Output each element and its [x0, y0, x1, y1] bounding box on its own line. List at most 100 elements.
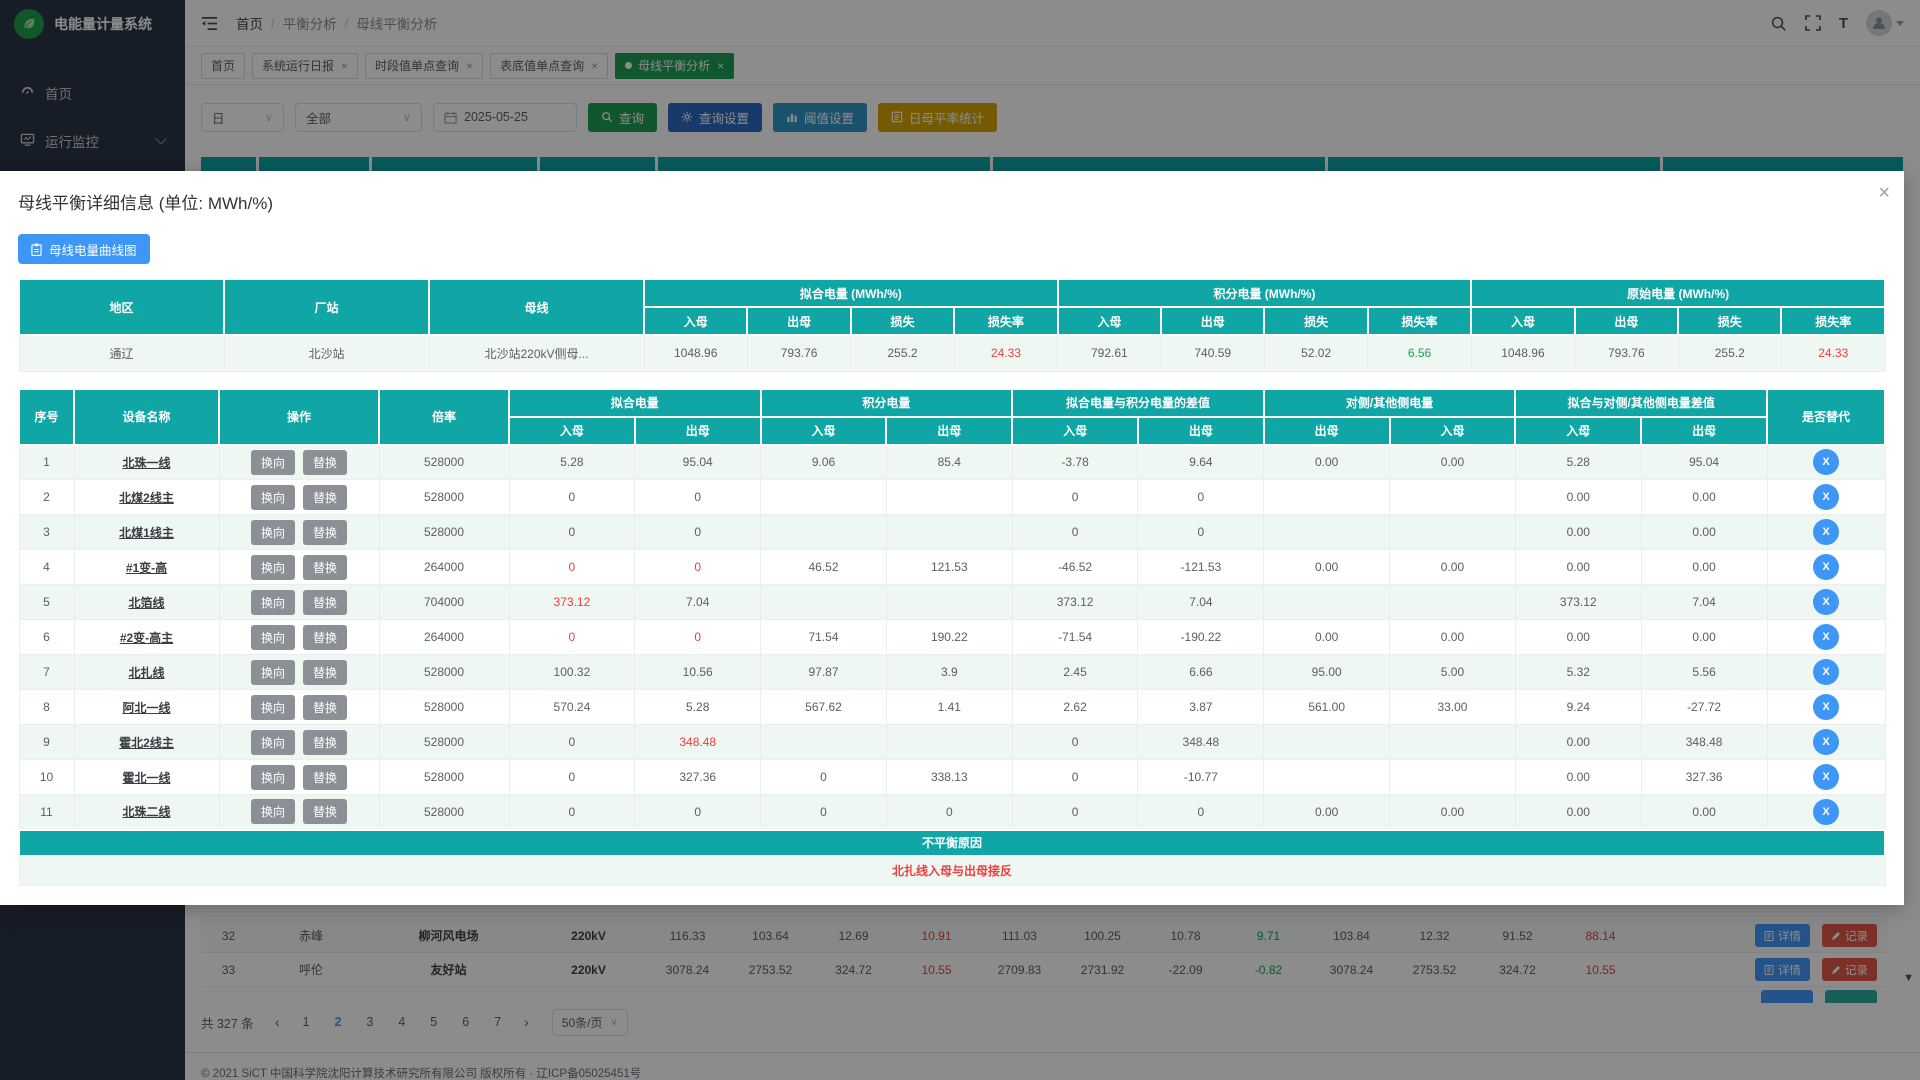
- remove-substitute-button[interactable]: X: [1813, 694, 1839, 720]
- device-link[interactable]: 阿北一线: [122, 700, 171, 715]
- tab-首页[interactable]: 首页: [201, 52, 246, 79]
- tab-系统运行日报[interactable]: 系统运行日报 ×: [252, 52, 359, 79]
- scroll-down-icon[interactable]: ▼: [1903, 972, 1914, 984]
- detail-button[interactable]: 详情: [1755, 924, 1810, 947]
- background-cell: 10.55: [1585, 962, 1616, 977]
- remove-substitute-button[interactable]: X: [1813, 484, 1839, 510]
- page-button-1[interactable]: 1: [302, 1015, 310, 1029]
- reverse-button[interactable]: 换向: [250, 729, 295, 755]
- device-link[interactable]: 霍北2线主: [119, 735, 174, 750]
- reverse-button[interactable]: 换向: [250, 624, 295, 650]
- reverse-button[interactable]: 换向: [250, 484, 295, 510]
- background-cell: 91.52: [1502, 928, 1533, 943]
- user-menu[interactable]: [1866, 10, 1904, 36]
- reverse-button[interactable]: 换向: [250, 764, 295, 790]
- tab-close-icon[interactable]: ×: [341, 58, 349, 73]
- replace-button[interactable]: 替换: [303, 554, 348, 580]
- document-icon: [1764, 964, 1774, 975]
- sidebar-item-monitor[interactable]: 运行监控: [0, 117, 185, 165]
- remove-substitute-button[interactable]: X: [1813, 554, 1839, 580]
- partial-record-button[interactable]: [1825, 990, 1877, 1003]
- next-page-button[interactable]: ›: [524, 1014, 529, 1030]
- replace-button[interactable]: 替换: [303, 729, 348, 755]
- partial-detail-button[interactable]: [1761, 990, 1813, 1003]
- page-size-select[interactable]: 50条/页 ∨: [551, 1008, 628, 1036]
- period-select[interactable]: 日 ∨: [201, 102, 284, 132]
- daily-balance-stats-button[interactable]: 日母平率统计: [878, 102, 998, 132]
- breadcrumb-item[interactable]: 平衡分析: [282, 17, 337, 32]
- replace-button[interactable]: 替换: [303, 659, 348, 685]
- reverse-button[interactable]: 换向: [250, 659, 295, 685]
- background-cell: 33: [221, 962, 236, 977]
- replace-button[interactable]: 替换: [303, 624, 348, 650]
- collapse-menu-icon[interactable]: [201, 16, 218, 31]
- threshold-settings-button[interactable]: 阈值设置: [773, 102, 868, 132]
- bus-curve-chart-button[interactable]: 母线电量曲线图: [18, 234, 150, 264]
- remove-substitute-button[interactable]: X: [1813, 659, 1839, 685]
- tab-close-icon[interactable]: ×: [591, 58, 599, 73]
- device-link[interactable]: 北箔线: [128, 595, 165, 610]
- replace-button[interactable]: 替换: [303, 799, 348, 825]
- remove-substitute-button[interactable]: X: [1813, 729, 1839, 755]
- pagination: 共 327 条 ‹ 1 2 3 4 5 6 7 › 50条/页 ∨: [201, 1006, 628, 1038]
- breadcrumb-item[interactable]: 首页: [236, 17, 263, 32]
- reverse-button[interactable]: 换向: [250, 694, 295, 720]
- sidebar-item-home[interactable]: 首页: [0, 69, 185, 117]
- remove-substitute-button[interactable]: X: [1813, 624, 1839, 650]
- device-link[interactable]: 北煤2线主: [119, 490, 174, 505]
- detail-value-cell: 0.00: [1514, 479, 1642, 515]
- page-button-5[interactable]: 5: [430, 1015, 438, 1029]
- remove-substitute-button[interactable]: X: [1813, 764, 1839, 790]
- remove-substitute-button[interactable]: X: [1813, 798, 1839, 825]
- query-button[interactable]: 查询: [588, 102, 658, 132]
- detail-value-cell: 5.32: [1514, 654, 1642, 690]
- detail-value-cell: 71.54: [760, 619, 887, 655]
- close-icon[interactable]: ×: [1878, 182, 1890, 204]
- prev-page-button[interactable]: ‹: [274, 1014, 280, 1030]
- device-link[interactable]: 北珠一线: [122, 455, 171, 470]
- reverse-button[interactable]: 换向: [250, 554, 295, 580]
- device-link[interactable]: 霍北一线: [122, 770, 171, 785]
- detail-value-cell: [885, 479, 1013, 515]
- replace-button[interactable]: 替换: [303, 764, 348, 790]
- device-link[interactable]: #2变-高主: [119, 630, 174, 645]
- scope-select[interactable]: 全部 ∨: [295, 102, 422, 132]
- replace-button[interactable]: 替换: [303, 449, 348, 475]
- record-button[interactable]: 记录: [1822, 958, 1877, 981]
- page-button-6[interactable]: 6: [462, 1015, 470, 1029]
- tab-表底值单点查询[interactable]: 表底值单点查询 ×: [490, 52, 609, 79]
- page-button-2[interactable]: 2: [334, 1015, 342, 1029]
- device-link[interactable]: 北煤1线主: [119, 525, 174, 540]
- tab-close-icon[interactable]: ×: [717, 58, 725, 73]
- search-icon[interactable]: [1770, 15, 1787, 32]
- reverse-button[interactable]: 换向: [250, 519, 295, 545]
- remove-substitute-button[interactable]: X: [1813, 589, 1839, 615]
- device-link[interactable]: #1变-高: [125, 560, 168, 575]
- page-button-3[interactable]: 3: [366, 1015, 374, 1029]
- page-button-4[interactable]: 4: [398, 1015, 406, 1029]
- tab-close-icon[interactable]: ×: [466, 58, 474, 73]
- reverse-button[interactable]: 换向: [250, 449, 295, 475]
- breadcrumb-item[interactable]: 母线平衡分析: [356, 17, 438, 32]
- query-settings-button[interactable]: 查询设置: [668, 102, 763, 132]
- tab-母线平衡分析[interactable]: 母线平衡分析 ×: [615, 52, 735, 79]
- replace-button[interactable]: 替换: [303, 589, 348, 615]
- font-size-icon[interactable]: T: [1838, 14, 1848, 32]
- replace-button[interactable]: 替换: [303, 484, 348, 510]
- remove-substitute-button[interactable]: X: [1813, 449, 1839, 476]
- detail-value-cell: 0: [508, 724, 636, 760]
- detail-button[interactable]: 详情: [1755, 958, 1810, 981]
- ratio-cell: 528000: [378, 654, 510, 690]
- date-picker[interactable]: 2025-05-25: [433, 102, 577, 132]
- replace-button[interactable]: 替换: [303, 694, 348, 720]
- fullscreen-icon[interactable]: [1805, 15, 1821, 31]
- device-link[interactable]: 北扎线: [128, 665, 165, 680]
- reverse-button[interactable]: 换向: [250, 589, 295, 615]
- tab-时段值单点查询[interactable]: 时段值单点查询 ×: [365, 52, 484, 79]
- remove-substitute-button[interactable]: X: [1813, 519, 1839, 545]
- reverse-button[interactable]: 换向: [250, 799, 295, 825]
- replace-button[interactable]: 替换: [303, 519, 348, 545]
- page-button-7[interactable]: 7: [494, 1015, 502, 1029]
- device-link[interactable]: 北珠二线: [122, 805, 171, 820]
- record-button[interactable]: 记录: [1822, 924, 1877, 947]
